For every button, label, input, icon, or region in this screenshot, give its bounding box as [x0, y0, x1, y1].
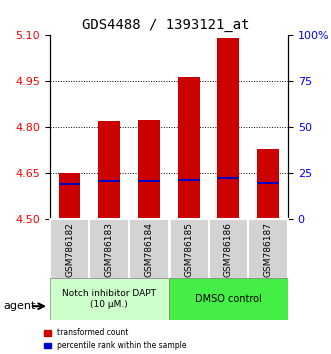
Text: GSM786184: GSM786184 — [144, 222, 154, 277]
Bar — [138, 120, 160, 219]
Text: GDS4488 / 1393121_at: GDS4488 / 1393121_at — [82, 18, 249, 32]
Bar — [59, 183, 80, 185]
FancyBboxPatch shape — [169, 278, 288, 320]
Bar — [98, 180, 120, 182]
Bar — [217, 177, 239, 179]
Text: agent: agent — [3, 301, 36, 311]
Text: Notch inhibitor DAPT
(10 μM.): Notch inhibitor DAPT (10 μM.) — [62, 290, 156, 309]
Bar — [178, 77, 200, 219]
Text: GSM786182: GSM786182 — [65, 222, 74, 277]
Text: GSM786185: GSM786185 — [184, 222, 193, 277]
FancyBboxPatch shape — [209, 219, 248, 280]
Text: DMSO control: DMSO control — [195, 294, 262, 304]
Text: GSM786186: GSM786186 — [224, 222, 233, 277]
Bar — [217, 39, 239, 219]
Legend: transformed count, percentile rank within the sample: transformed count, percentile rank withi… — [44, 329, 187, 350]
Bar — [257, 182, 279, 184]
FancyBboxPatch shape — [50, 219, 89, 280]
FancyBboxPatch shape — [129, 219, 169, 280]
Bar — [59, 173, 80, 219]
FancyBboxPatch shape — [89, 219, 129, 280]
FancyBboxPatch shape — [248, 219, 288, 280]
Bar — [178, 179, 200, 181]
FancyBboxPatch shape — [50, 278, 169, 320]
Text: GSM786183: GSM786183 — [105, 222, 114, 277]
Bar — [257, 149, 279, 219]
Bar — [98, 121, 120, 219]
FancyBboxPatch shape — [169, 219, 209, 280]
Bar — [138, 180, 160, 182]
Text: GSM786187: GSM786187 — [263, 222, 273, 277]
